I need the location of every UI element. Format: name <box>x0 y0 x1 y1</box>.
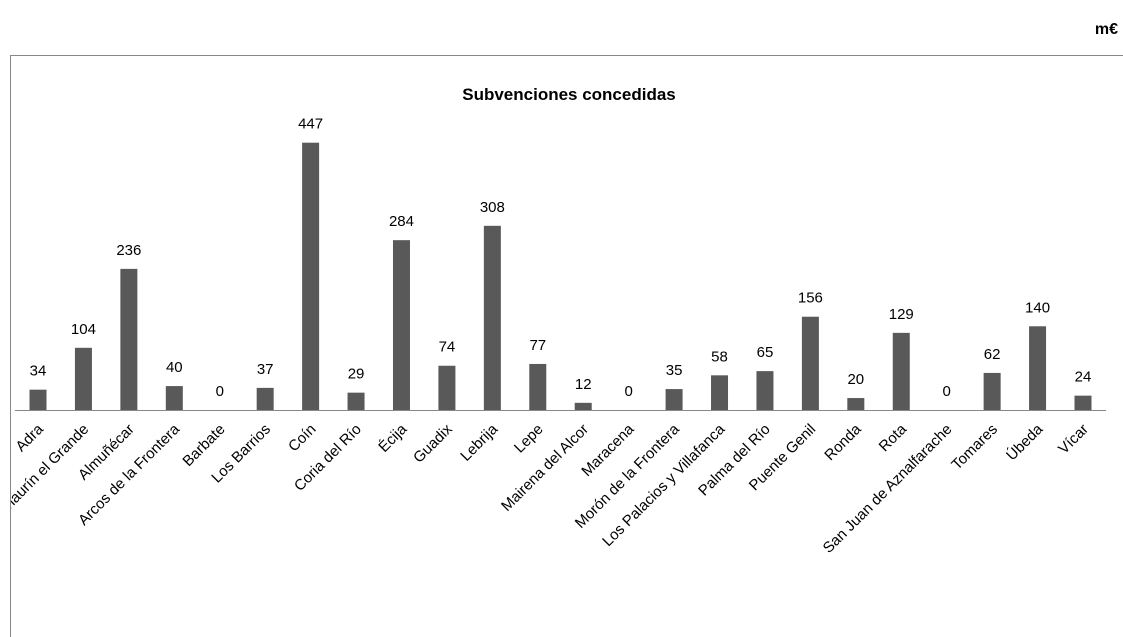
data-label: 35 <box>666 362 683 379</box>
data-label: 40 <box>166 359 183 376</box>
bar <box>529 363 547 410</box>
bar <box>1029 326 1047 410</box>
data-label: 62 <box>984 346 1001 363</box>
bar <box>29 389 47 410</box>
bar <box>756 371 774 410</box>
data-label: 58 <box>711 348 728 365</box>
bar <box>801 316 819 410</box>
data-label: 74 <box>439 339 456 356</box>
data-label: 37 <box>257 361 274 378</box>
data-label: 12 <box>575 376 592 393</box>
bar <box>347 392 365 410</box>
bar <box>983 372 1001 410</box>
data-label: 0 <box>624 383 632 400</box>
bar <box>483 225 501 410</box>
bar <box>256 387 274 410</box>
data-label: 34 <box>30 363 47 380</box>
unit-label: m€ <box>1095 21 1118 38</box>
bar <box>392 240 410 410</box>
data-label: 0 <box>943 383 951 400</box>
bar <box>438 365 456 410</box>
bar <box>711 375 729 410</box>
data-label: 284 <box>389 213 414 230</box>
bar <box>165 386 183 410</box>
chart-frame <box>10 55 1123 637</box>
bar <box>892 332 910 410</box>
data-label: 308 <box>480 199 505 216</box>
data-label: 140 <box>1025 299 1050 316</box>
bar <box>574 402 592 410</box>
data-label: 65 <box>757 344 774 361</box>
data-label: 0 <box>216 383 224 400</box>
data-label: 156 <box>798 290 823 307</box>
chart-title: Subvenciones concedidas <box>462 85 676 104</box>
data-label: 77 <box>529 337 546 354</box>
data-label: 129 <box>889 306 914 323</box>
data-label: 29 <box>348 366 365 383</box>
data-label: 20 <box>847 371 864 388</box>
bar <box>120 268 138 410</box>
bar <box>74 347 92 410</box>
bar <box>665 389 683 410</box>
data-label: 104 <box>71 321 96 338</box>
bar <box>847 398 865 410</box>
bar <box>302 142 320 410</box>
bar <box>1074 395 1092 410</box>
data-label: 447 <box>298 116 323 133</box>
data-label: 236 <box>116 242 141 259</box>
data-label: 24 <box>1075 369 1092 386</box>
